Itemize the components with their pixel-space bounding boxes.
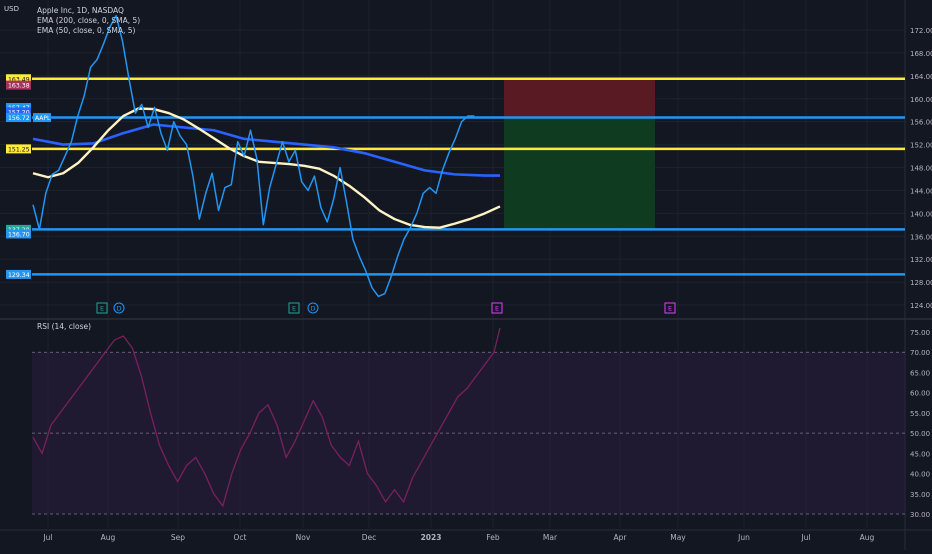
price-tag-151.25: 151.25 bbox=[8, 146, 30, 153]
ema200-line bbox=[32, 123, 500, 177]
price-tick-label: 132.00 bbox=[910, 256, 932, 264]
aapl-tag-bg bbox=[33, 113, 51, 123]
currency-label: USD bbox=[4, 5, 19, 13]
earnings-marker[interactable]: E bbox=[664, 302, 676, 314]
legend-ema200: EMA (200, close, 0, SMA, 5) bbox=[37, 16, 141, 25]
time-tick-label: Jun bbox=[737, 533, 750, 542]
price-tag-156.72: 156.72 bbox=[8, 115, 30, 122]
time-tick-label: Feb bbox=[486, 533, 500, 542]
price-tag-bg bbox=[6, 74, 31, 84]
time-tick-label: May bbox=[670, 533, 686, 542]
earnings-marker-glyph: E bbox=[495, 305, 499, 313]
target-zone bbox=[504, 117, 655, 230]
earnings-marker[interactable]: E bbox=[288, 302, 300, 314]
price-tick-label: 144.00 bbox=[910, 187, 932, 195]
dividend-marker-circle bbox=[113, 302, 125, 314]
price-tag-157.20: 157.20 bbox=[8, 109, 30, 116]
price-tag-bg bbox=[6, 269, 31, 279]
time-tick-label: Jul bbox=[800, 533, 810, 542]
rsi-legend: RSI (14, close) bbox=[37, 322, 92, 331]
dividend-marker[interactable]: D bbox=[113, 302, 125, 314]
time-tick-label: Mar bbox=[543, 533, 558, 542]
price-line bbox=[32, 14, 475, 298]
ema50-line bbox=[32, 107, 501, 229]
earnings-marker-box bbox=[288, 302, 300, 314]
rsi-tick-label: 45.00 bbox=[910, 450, 930, 458]
price-tick-label: 124.00 bbox=[910, 302, 932, 310]
price-tag-bg bbox=[6, 144, 31, 154]
legend-ema50: EMA (50, close, 0, SMA, 5) bbox=[37, 26, 136, 35]
price-tag-136.70: 136.70 bbox=[8, 231, 30, 238]
price-tag-163.38: 163.38 bbox=[8, 83, 30, 90]
time-tick-label: Oct bbox=[234, 533, 247, 542]
time-tick-label: Apr bbox=[614, 533, 628, 542]
stop-zone bbox=[504, 78, 655, 118]
rsi-line bbox=[32, 327, 501, 508]
price-tag-bg bbox=[6, 229, 31, 239]
time-tick-label: Aug bbox=[860, 533, 875, 542]
price-tick-label: 128.00 bbox=[910, 279, 932, 287]
earnings-marker[interactable]: E bbox=[491, 302, 503, 314]
price-tick-label: 136.00 bbox=[910, 233, 932, 241]
rsi-band bbox=[32, 352, 905, 514]
price-tick-label: 172.00 bbox=[910, 27, 932, 35]
price-tick-label: 164.00 bbox=[910, 73, 932, 81]
earnings-marker-box bbox=[96, 302, 108, 314]
price-tag-bg bbox=[6, 113, 31, 123]
price-tick-label: 156.00 bbox=[910, 119, 932, 127]
dividend-marker-circle bbox=[307, 302, 319, 314]
price-tick-label: 160.00 bbox=[910, 96, 932, 104]
chart-legend: Apple Inc, 1D, NASDAQ EMA (200, close, 0… bbox=[37, 6, 140, 36]
time-tick-label: Dec bbox=[362, 533, 377, 542]
dividend-marker-glyph: D bbox=[310, 305, 315, 313]
dividend-marker-glyph: D bbox=[116, 305, 121, 313]
legend-symbol: Apple Inc, 1D, NASDAQ bbox=[37, 6, 124, 15]
dividend-marker[interactable]: D bbox=[307, 302, 319, 314]
price-tick-label: 148.00 bbox=[910, 165, 932, 173]
time-tick-label: Jul bbox=[42, 533, 52, 542]
rsi-tick-label: 75.00 bbox=[910, 329, 930, 337]
time-tick-label: Sep bbox=[171, 533, 185, 542]
price-tag-bg bbox=[6, 107, 31, 117]
rsi-tick-label: 70.00 bbox=[910, 349, 930, 357]
rsi-tick-label: 65.00 bbox=[910, 369, 930, 377]
time-tick-label: 2023 bbox=[421, 533, 442, 542]
rsi-tick-label: 30.00 bbox=[910, 511, 930, 519]
earnings-marker-glyph: E bbox=[668, 305, 672, 313]
time-tick-label: Aug bbox=[101, 533, 116, 542]
price-tick-label: 140.00 bbox=[910, 210, 932, 218]
aapl-tag: AAPL bbox=[35, 115, 51, 122]
earnings-marker[interactable]: E bbox=[96, 302, 108, 314]
time-tick-label: Nov bbox=[296, 533, 311, 542]
price-tick-label: 168.00 bbox=[910, 50, 932, 58]
price-tag-129.34: 129.34 bbox=[8, 272, 30, 279]
price-tick-label: 152.00 bbox=[910, 142, 932, 150]
earnings-marker-glyph: E bbox=[292, 305, 296, 313]
rsi-tick-label: 40.00 bbox=[910, 471, 930, 479]
rsi-tick-label: 50.00 bbox=[910, 430, 930, 438]
price-tag-163.49: 163.49 bbox=[8, 76, 30, 83]
earnings-marker-box bbox=[491, 302, 503, 314]
rsi-tick-label: 55.00 bbox=[910, 410, 930, 418]
earnings-marker-box bbox=[664, 302, 676, 314]
price-tag-bg bbox=[6, 80, 31, 90]
rsi-tick-label: 35.00 bbox=[910, 491, 930, 499]
earnings-marker-glyph: E bbox=[100, 305, 104, 313]
rsi-tick-label: 60.00 bbox=[910, 390, 930, 398]
price-tag-bg bbox=[6, 224, 31, 234]
